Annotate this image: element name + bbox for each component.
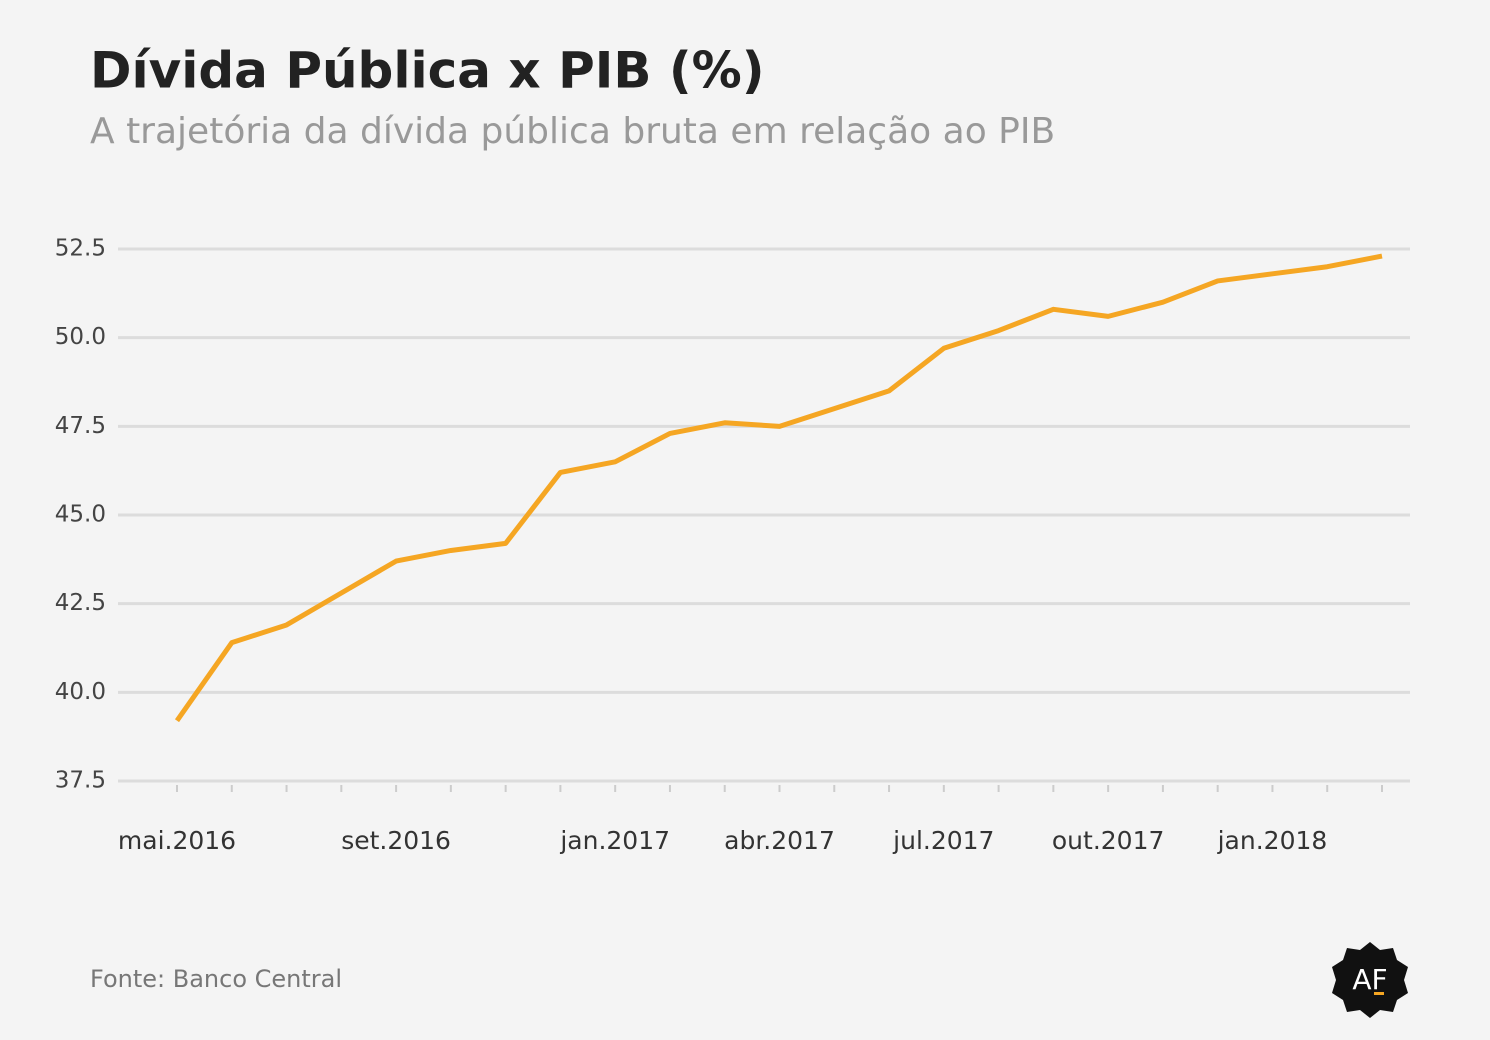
x-tick-label: out.2017 (1052, 826, 1165, 855)
y-tick-label: 52.5 (55, 236, 106, 262)
y-tick-label: 47.5 (55, 413, 106, 439)
y-tick-label: 50.0 (55, 324, 106, 350)
logo-text: AF (1352, 963, 1387, 996)
y-tick-label: 42.5 (55, 590, 106, 616)
logo-accent (1374, 992, 1384, 995)
x-tick-label: set.2016 (341, 826, 451, 855)
y-tick-label: 37.5 (55, 768, 106, 794)
x-tick-label: abr.2017 (724, 826, 835, 855)
chart-title: Dívida Pública x PIB (%) (90, 42, 765, 100)
logo-badge (1332, 942, 1408, 1018)
source: Fonte: Banco Central (90, 965, 342, 993)
y-tick-label: 45.0 (55, 502, 106, 528)
x-tick-label: jul.2017 (892, 826, 994, 855)
x-tick-label: jan.2018 (1217, 826, 1328, 855)
line (174, 253, 1383, 723)
x-tick-label: mai.2016 (118, 826, 236, 855)
y-tick-label: 40.0 (55, 679, 106, 705)
logo: AF (1332, 942, 1408, 1018)
chart-subtitle: A trajetória da dívida pública bruta em … (90, 111, 1055, 152)
x-tick-label: jan.2017 (559, 826, 670, 855)
